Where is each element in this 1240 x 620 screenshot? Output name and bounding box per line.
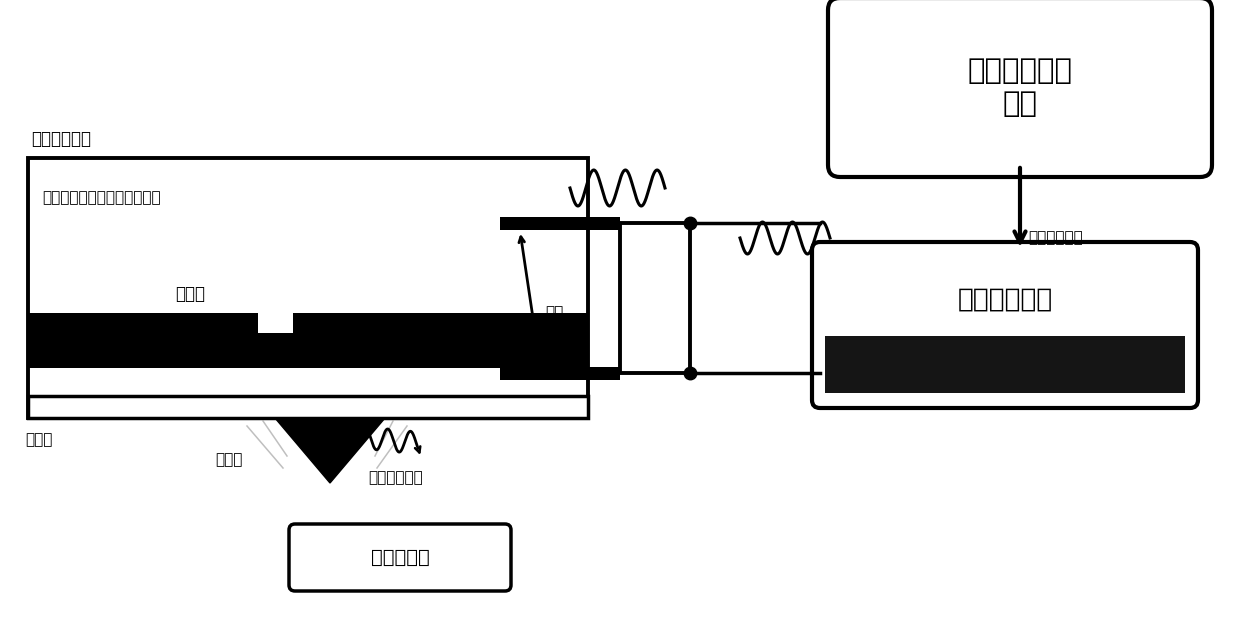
Bar xyxy=(825,335,1185,392)
Text: 电极: 电极 xyxy=(546,306,563,321)
Text: 电流放大系统: 电流放大系统 xyxy=(957,286,1053,312)
Bar xyxy=(500,217,620,230)
Text: 低折射率介质（含荧光探针）: 低折射率介质（含荧光探针） xyxy=(42,190,161,205)
Text: 纳米孔: 纳米孔 xyxy=(175,285,205,303)
Text: 纳米孔检测池: 纳米孔检测池 xyxy=(31,130,91,148)
Bar xyxy=(620,223,689,373)
Bar xyxy=(29,313,588,368)
Bar xyxy=(29,396,588,418)
FancyBboxPatch shape xyxy=(289,524,511,591)
FancyBboxPatch shape xyxy=(828,0,1211,177)
Text: 激发光: 激发光 xyxy=(215,453,242,467)
Text: 荧光信号输出: 荧光信号输出 xyxy=(368,471,423,485)
Polygon shape xyxy=(275,418,384,483)
Bar xyxy=(258,313,293,333)
Text: 玻璃片: 玻璃片 xyxy=(25,432,52,447)
Bar xyxy=(500,367,620,380)
Text: 交流信号输入: 交流信号输入 xyxy=(1028,231,1083,246)
Text: 交流信号发生
系统: 交流信号发生 系统 xyxy=(967,57,1073,118)
Text: 荧光检测器: 荧光检测器 xyxy=(371,548,429,567)
Bar xyxy=(29,158,588,418)
FancyBboxPatch shape xyxy=(812,242,1198,408)
